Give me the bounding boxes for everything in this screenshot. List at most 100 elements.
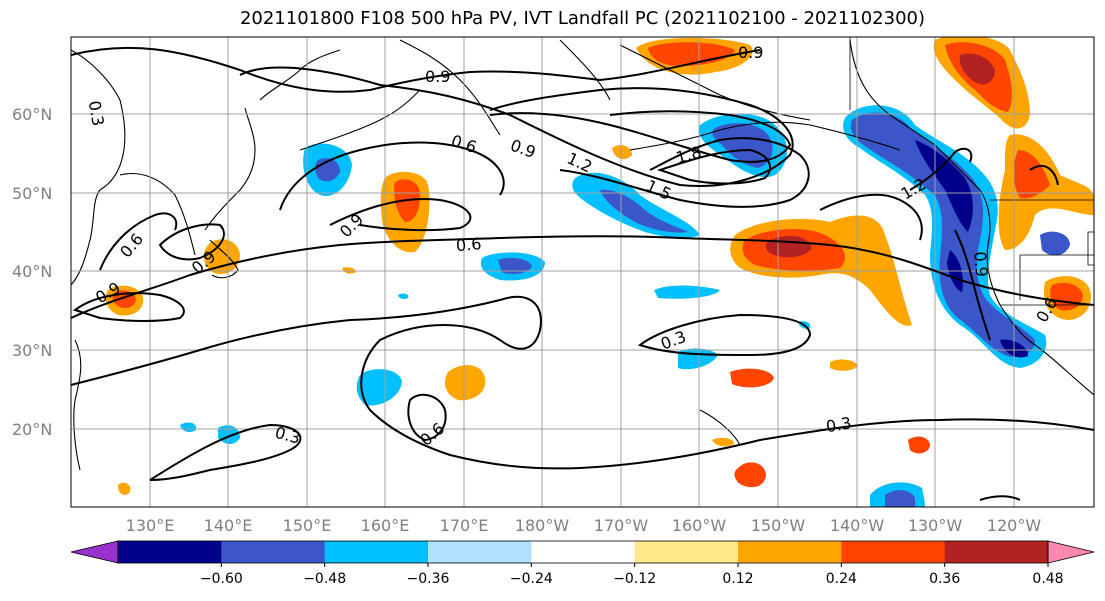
anomaly-negative-shade xyxy=(398,293,409,299)
pv-contour-1.2 xyxy=(489,110,792,163)
anomaly-positive-shade xyxy=(1013,150,1050,199)
colorbar-tick-label: −0.36 xyxy=(407,571,450,587)
contour-label: 0.9 xyxy=(738,43,763,62)
pv-contour-0.9 xyxy=(1029,165,1059,186)
lat-label: 40°N xyxy=(12,262,52,281)
colorbar-extend-low xyxy=(70,540,119,564)
lat-label: 20°N xyxy=(12,420,52,439)
latitude-labels: 60°N 50°N 40°N 30°N 20°N xyxy=(12,105,52,439)
pv-contours xyxy=(71,46,1094,501)
asia-coast xyxy=(71,49,126,286)
pv-contour-1.5 xyxy=(559,137,810,208)
pv-contour-0.6 xyxy=(99,212,178,271)
anomaly-positive-shade xyxy=(648,42,735,66)
anomaly-positive-shade xyxy=(830,359,858,371)
anomaly-negative-shade xyxy=(356,369,402,406)
pv-contour-0.6 xyxy=(819,193,923,241)
colorbar-outline xyxy=(117,540,1049,564)
anomaly-negative-shade xyxy=(654,285,720,299)
lon-label: 180°W xyxy=(515,516,570,535)
anomaly-positive-shade xyxy=(612,145,632,160)
japan-coast xyxy=(204,107,256,231)
pv-contour-0.9 xyxy=(71,46,761,93)
anomaly-positive-shade xyxy=(908,436,930,454)
colorbar-segment xyxy=(634,541,739,563)
colorbar-segment xyxy=(324,541,429,563)
pv-contour-1.2 xyxy=(909,147,973,191)
anomaly-positive-shade xyxy=(342,267,356,274)
colorbar-segment xyxy=(531,541,636,563)
lon-label: 140°W xyxy=(830,516,885,535)
contour-label: 0.6 xyxy=(455,234,482,255)
lon-label: 130°E xyxy=(126,516,175,535)
lon-label: 150°E xyxy=(283,516,332,535)
colorbar-tick-label: −0.24 xyxy=(510,571,553,587)
colorbar-tick-label: −0.12 xyxy=(613,571,656,587)
china-coast xyxy=(73,339,82,471)
pv-contour-0.6 xyxy=(71,235,1094,319)
pv-contour-0.3 xyxy=(979,495,1021,501)
anomaly-negative-shade xyxy=(600,189,688,233)
colorbar-segment xyxy=(221,541,326,563)
pv-contour-0.9 xyxy=(72,292,185,322)
colorbar-ticks: −0.60 −0.48 −0.36 −0.24 −0.12 0.12 0.24 0.36 0.4… xyxy=(200,563,1064,587)
colorbar-tick-label: 0.12 xyxy=(722,571,753,587)
contour-label: 0.3 xyxy=(824,413,852,436)
coastlines xyxy=(71,39,1094,471)
gridlines xyxy=(71,37,1094,507)
colorbar-tick-label: 0.48 xyxy=(1032,571,1063,587)
colorbar-extend-high xyxy=(1047,540,1095,564)
anomaly-negative-shade xyxy=(915,140,973,232)
lon-label: 160°W xyxy=(672,516,727,535)
borders xyxy=(849,37,1094,306)
pv-contour-1.8 xyxy=(656,148,771,185)
kamchatka-coast xyxy=(399,39,501,136)
lon-label: 140°E xyxy=(204,516,253,535)
anomaly-negative-shade xyxy=(885,490,915,507)
map-frame xyxy=(70,36,1095,508)
state-border xyxy=(1087,231,1094,266)
contour-label: 0.9 xyxy=(425,67,450,86)
anomaly-positive-shade xyxy=(118,482,131,495)
colorbar-tick-label: −0.60 xyxy=(200,571,243,587)
colorbar-segment xyxy=(428,541,532,563)
japan-south-coast xyxy=(209,239,239,279)
siberia-coast xyxy=(559,39,611,101)
anomaly-negative-shade xyxy=(1040,231,1070,256)
lon-label: 150°W xyxy=(751,516,806,535)
aleutian-chain xyxy=(629,121,901,151)
colorbar-tick-label: 0.24 xyxy=(826,571,857,587)
sakhalin-coast xyxy=(259,49,341,101)
lon-label: 160°E xyxy=(361,516,410,535)
colorbar: −0.60 −0.48 −0.36 −0.24 −0.12 0.12 0.24 0.36 0.4… xyxy=(70,540,1095,587)
lat-label: 60°N xyxy=(12,105,52,124)
anomaly-negative-shade xyxy=(850,112,1035,358)
anomaly-positive-shade xyxy=(203,239,240,275)
pv-contour-0.9 xyxy=(329,198,472,232)
colorbar-tick-label: 0.36 xyxy=(929,571,960,587)
anomaly-negative-shade xyxy=(180,422,197,433)
anomaly-positive-shade xyxy=(734,462,766,488)
colorbar-segment xyxy=(841,541,946,563)
north-america-coast xyxy=(849,39,1094,396)
anomaly-positive-shade xyxy=(730,368,774,388)
pv-contour-0.6 xyxy=(279,141,505,211)
anomaly-positive-shade xyxy=(959,53,995,85)
lon-label: 170°W xyxy=(594,516,649,535)
contour-label: 0.9 xyxy=(970,251,991,278)
anomaly-negative-shade xyxy=(712,123,773,168)
contour-label: 0.3 xyxy=(85,99,108,127)
alaska-west-coast xyxy=(619,44,811,121)
lat-label: 30°N xyxy=(12,341,52,360)
map-title: 2021101800 F108 500 hPa PV, IVT Landfall… xyxy=(239,8,926,29)
lon-label: 130°W xyxy=(908,516,963,535)
pv-contour-0.3 xyxy=(71,295,1094,470)
pv-contour-0.9 xyxy=(239,66,794,187)
colorbar-segment xyxy=(738,541,842,563)
colorbar-segment xyxy=(118,541,222,563)
korea-coast xyxy=(119,172,196,256)
hawaii-islands xyxy=(699,409,741,446)
lon-label: 120°W xyxy=(987,516,1042,535)
anomaly-positive-shade xyxy=(712,437,735,447)
